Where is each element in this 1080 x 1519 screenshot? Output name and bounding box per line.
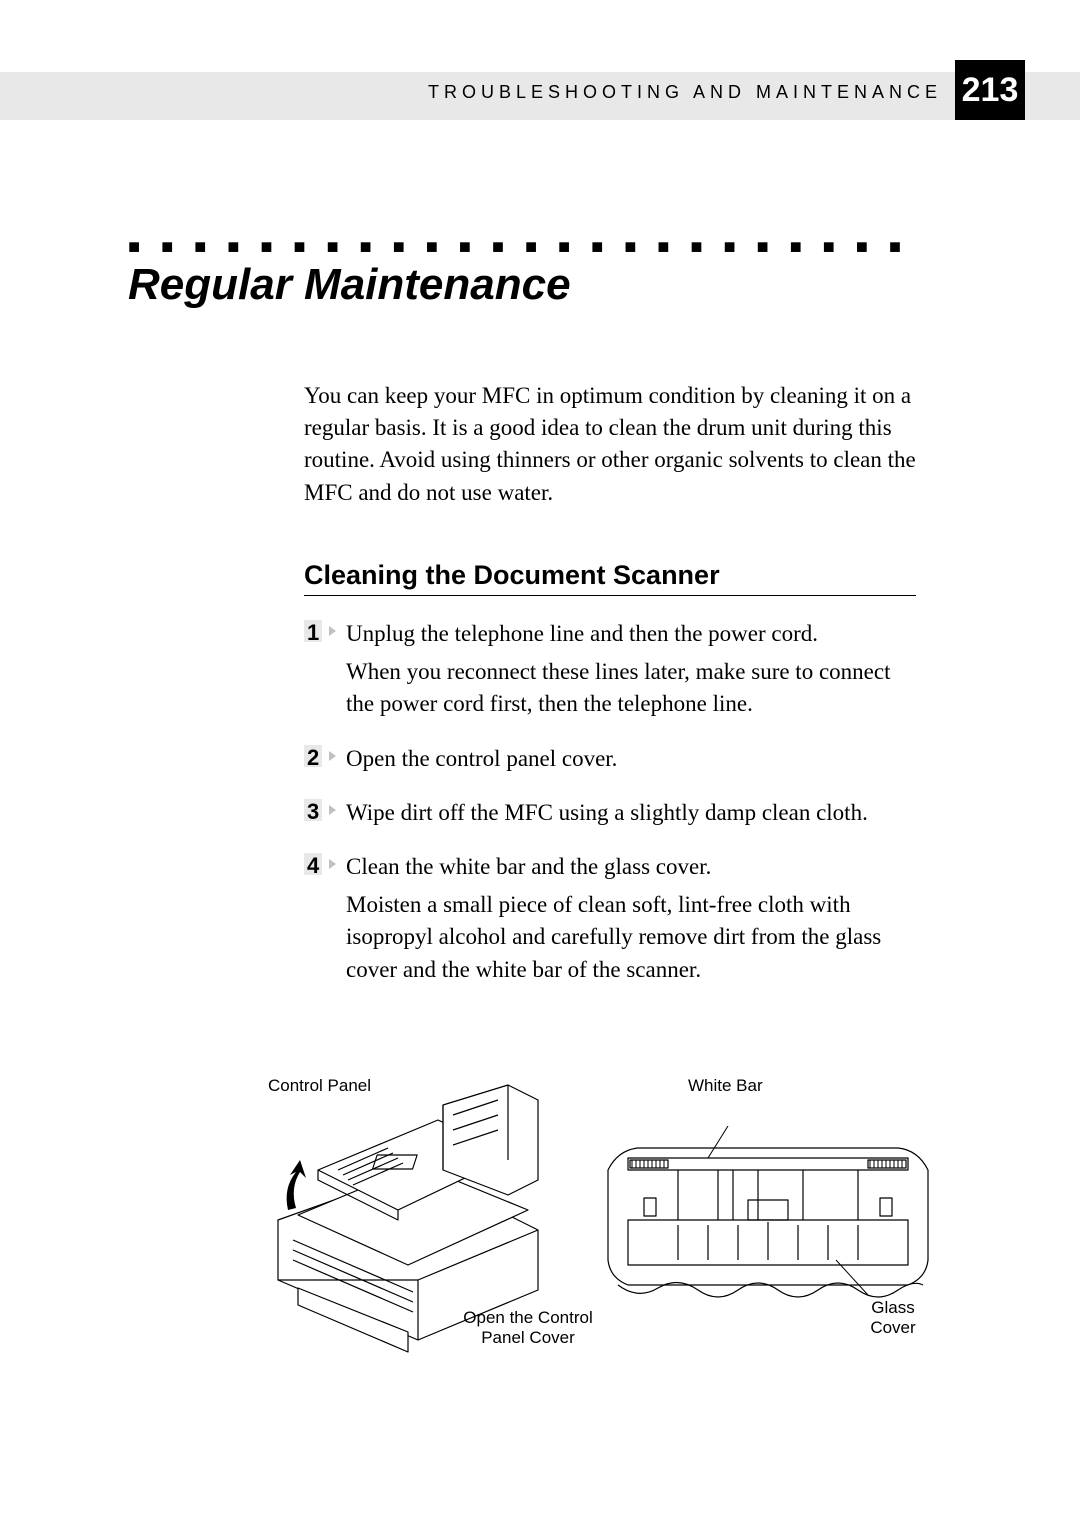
diagram-area: Control Panel Open the Control Panel Cov… xyxy=(258,1060,938,1360)
step-2: 2 Open the control panel cover. xyxy=(304,743,924,775)
step-main-text: Clean the white bar and the glass cover. xyxy=(346,851,924,883)
header-section-text: TROUBLESHOOTING AND MAINTENANCE xyxy=(428,82,942,103)
step-number: 1 xyxy=(304,620,319,645)
step-number-icon: 1 xyxy=(304,618,330,644)
diagram-label-white-bar: White Bar xyxy=(688,1076,763,1096)
page-number: 213 xyxy=(962,71,1019,110)
step-main-text: Unplug the telephone line and then the p… xyxy=(346,618,924,650)
step-sub-text: When you reconnect these lines later, ma… xyxy=(346,656,924,720)
steps-list: 1 Unplug the telephone line and then the… xyxy=(304,618,924,1008)
step-main-text: Open the control panel cover. xyxy=(346,743,924,775)
step-3: 3 Wipe dirt off the MFC using a slightly… xyxy=(304,797,924,829)
step-number-icon: 2 xyxy=(304,743,330,769)
diagram-label-open-cover: Open the Control Panel Cover xyxy=(458,1308,598,1349)
section-title: Regular Maintenance xyxy=(128,260,571,310)
intro-paragraph: You can keep your MFC in optimum conditi… xyxy=(304,380,916,509)
step-number: 3 xyxy=(304,799,319,824)
scanner-interior-diagram xyxy=(598,1100,938,1320)
step-number-icon: 3 xyxy=(304,797,330,823)
step-4: 4 Clean the white bar and the glass cove… xyxy=(304,851,924,986)
step-main-text: Wipe dirt off the MFC using a slightly d… xyxy=(346,797,924,829)
decorative-dotted-rule: ■ ■ ■ ■ ■ ■ ■ ■ ■ ■ ■ ■ ■ ■ ■ ■ ■ ■ ■ ■ … xyxy=(128,236,908,259)
page-number-box: 213 xyxy=(955,60,1025,120)
diagram-label-control-panel: Control Panel xyxy=(268,1076,371,1096)
step-number: 2 xyxy=(304,745,319,770)
diagram-label-glass-cover: Glass Cover xyxy=(848,1298,938,1339)
step-1: 1 Unplug the telephone line and then the… xyxy=(304,618,924,721)
step-sub-text: Moisten a small piece of clean soft, lin… xyxy=(346,889,924,986)
step-number-icon: 4 xyxy=(304,851,330,877)
step-number: 4 xyxy=(304,853,319,878)
subsection-title: Cleaning the Document Scanner xyxy=(304,560,916,596)
